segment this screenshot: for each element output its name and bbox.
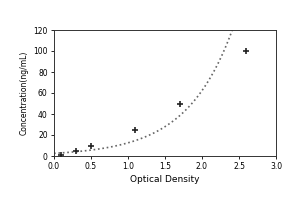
Y-axis label: Concentration(ng/mL): Concentration(ng/mL): [20, 51, 29, 135]
X-axis label: Optical Density: Optical Density: [130, 175, 200, 184]
